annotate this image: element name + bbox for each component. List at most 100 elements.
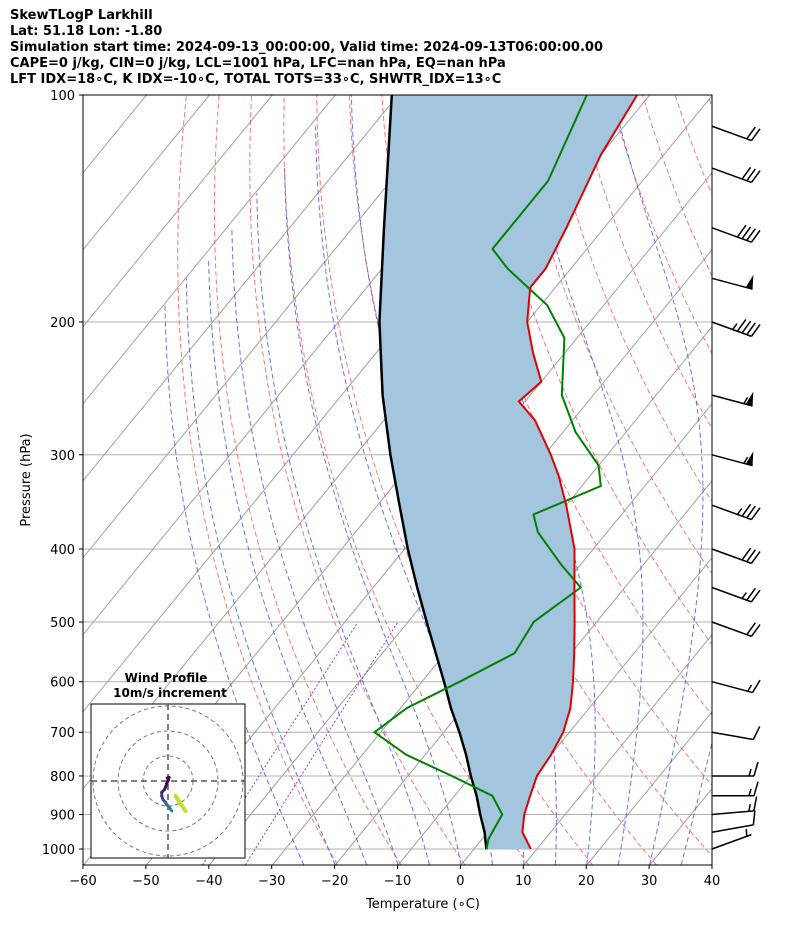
isotherm-line — [523, 633, 712, 865]
wind-barb-full — [746, 622, 756, 636]
moist-adiabat — [680, 740, 712, 865]
y-tick-label: 600 — [50, 676, 75, 691]
isotherm-line — [83, 95, 336, 405]
wind-barb-staff — [711, 621, 752, 638]
wind-barb — [711, 319, 761, 338]
isotherm-line — [83, 95, 210, 251]
moist-adiabat — [208, 258, 368, 865]
wind-barb-full — [741, 547, 752, 561]
dry-adiabat — [773, 95, 794, 865]
x-tick-label: −20 — [321, 874, 348, 889]
dry-adiabat — [674, 95, 712, 196]
dry-adiabat — [249, 95, 466, 865]
wind-barb-glyph — [711, 224, 761, 243]
wind-barb-half — [732, 323, 738, 330]
dry-adiabat — [642, 95, 712, 278]
wind-barb-flag — [745, 391, 754, 406]
wind-barb-full — [741, 226, 752, 240]
wind-barb — [711, 125, 761, 142]
wind-barb-staff — [711, 824, 754, 833]
wind-barb-full — [750, 170, 761, 183]
isotherm-line — [83, 95, 399, 482]
wind-barb-glyph — [712, 781, 759, 797]
wind-barb-flag — [745, 274, 754, 290]
wind-barb-flag — [745, 451, 754, 466]
wind-barb-half — [745, 829, 748, 837]
wind-barb-staff — [711, 454, 753, 467]
x-tick-label: 0 — [456, 874, 464, 889]
x-axis-label: Temperature (∘C) — [365, 897, 480, 912]
wind-barb-full — [746, 505, 756, 519]
wind-barb-full — [752, 726, 761, 740]
x-tick-label: −60 — [69, 874, 96, 889]
wind-barb-staff — [711, 394, 753, 407]
wind-barb-full — [746, 168, 756, 182]
wind-barb-full — [746, 549, 756, 563]
moist-adiabat — [519, 95, 644, 865]
wind-barb — [711, 621, 761, 638]
axes-layer: −60 −50 −40 −30 −20 −10 0 10 20 30 40 100 200 300 400 5… — [42, 89, 720, 889]
isotherm-line — [649, 787, 712, 865]
x-tick-label: −30 — [258, 874, 285, 889]
dry-adiabat — [511, 95, 712, 575]
dry-adiabat — [707, 95, 712, 109]
wind-barb-glyph — [711, 810, 756, 833]
wind-barb-staff — [711, 586, 752, 603]
wind-barb — [711, 586, 761, 603]
wind-barb — [711, 451, 754, 467]
wind-barb-full — [750, 589, 761, 603]
moist-adiabat — [231, 227, 399, 865]
wind-barb-staff — [711, 227, 752, 243]
wind-barb-full — [750, 624, 761, 637]
moist-adiabat — [185, 278, 336, 865]
wind-barb — [711, 796, 758, 816]
moist-adiabat — [611, 95, 704, 865]
y-tick-label: 900 — [50, 809, 75, 824]
wind-barb-full — [741, 320, 752, 334]
wind-barb-staff — [711, 548, 752, 565]
wind-barb-half — [748, 803, 751, 812]
dry-adiabat — [316, 95, 593, 865]
wind-barb — [712, 761, 759, 777]
y-tick-label: 400 — [50, 543, 75, 558]
wind-barb-half — [743, 397, 749, 405]
dry-adiabat — [740, 95, 794, 865]
wind-barb-full — [750, 229, 761, 243]
isotherm-line — [586, 710, 712, 865]
dewpoint-profile-line — [372, 95, 602, 850]
wind-barb — [712, 781, 759, 797]
isotherm-line — [271, 325, 712, 865]
moist-adiabat — [256, 193, 431, 865]
wind-barb-full — [752, 810, 756, 825]
wind-barb-glyph — [711, 319, 761, 338]
isotherm-line — [83, 95, 84, 97]
y-tick-label: 100 — [50, 89, 75, 104]
wind-barb — [711, 503, 761, 521]
mixing-ratio-line — [201, 621, 359, 865]
wind-barb-glyph — [711, 621, 761, 638]
wind-barb — [711, 726, 761, 741]
wind-barb-full — [746, 587, 756, 601]
wind-barb — [711, 829, 752, 850]
wind-barb-full — [750, 128, 761, 142]
y-tick-label: 300 — [50, 449, 75, 464]
wind-barb-staff — [711, 277, 753, 290]
mixing-ratio-line — [244, 621, 399, 865]
wind-barb-half — [741, 592, 747, 599]
wind-barb-glyph — [711, 274, 754, 290]
x-tick-label: 40 — [704, 874, 721, 889]
x-tick-label: −40 — [195, 874, 222, 889]
wind-barb-full — [750, 507, 761, 521]
cin-shading — [379, 95, 638, 850]
y-tick-label: 1000 — [42, 843, 75, 858]
isotherm-line — [460, 556, 712, 865]
wind-barb-full — [736, 319, 747, 332]
wind-barb-full — [746, 126, 756, 140]
moist-adiabat — [284, 168, 462, 865]
wind-barb-staff — [711, 504, 752, 521]
isotherm-line — [713, 95, 794, 865]
dry-adiabat — [544, 95, 712, 503]
wind-barb-half — [747, 684, 753, 692]
moist-adiabat — [164, 305, 305, 865]
